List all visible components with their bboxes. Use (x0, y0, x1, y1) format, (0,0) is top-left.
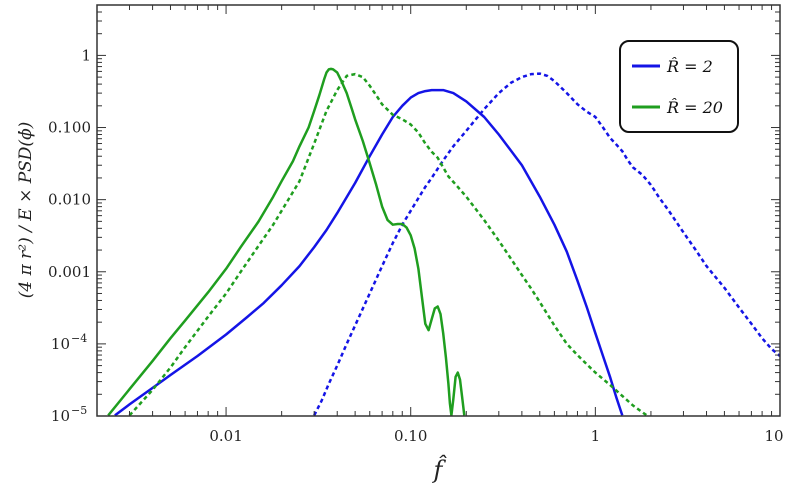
series-line-0 (114, 88, 624, 416)
y-axis-title: (4 π r²) / E × PSD(ϕ̇) (16, 122, 36, 299)
series-layer (107, 67, 780, 416)
x-tick-label: 0.10 (394, 427, 427, 445)
y-tick-base: 10 (51, 335, 70, 353)
y-tick-label: 10 −4 (51, 332, 87, 353)
legend: R̂ = 2 R̂ = 20 (619, 40, 739, 133)
y-tick-exp: −5 (71, 404, 87, 417)
series-line-3 (128, 72, 648, 416)
y-tick-base: 10 (51, 407, 70, 425)
legend-label-r20: R̂ = 20 (666, 98, 723, 117)
x-tick-labels: 0.01 0.10 1 10 (209, 427, 783, 445)
ticks-layer (96, 4, 781, 417)
x-tick-label: 0.01 (209, 427, 242, 445)
y-tick-label: 0.010 (48, 191, 91, 209)
legend-label-r2: R̂ = 2 (666, 57, 713, 76)
y-tick-exp: −4 (71, 332, 87, 345)
y-tick-label: 1 (81, 46, 91, 64)
y-tick-label: 0.100 (48, 119, 91, 137)
series-line-1 (313, 72, 780, 416)
y-tick-label: 0.001 (48, 263, 91, 281)
series-line-2 (107, 67, 466, 416)
x-tick-label: 10 (764, 427, 783, 445)
legend-box (619, 40, 739, 133)
y-tick-label: 10 −5 (51, 404, 87, 425)
x-axis-title: f̂ (432, 455, 448, 484)
x-tick-label: 1 (591, 427, 601, 445)
